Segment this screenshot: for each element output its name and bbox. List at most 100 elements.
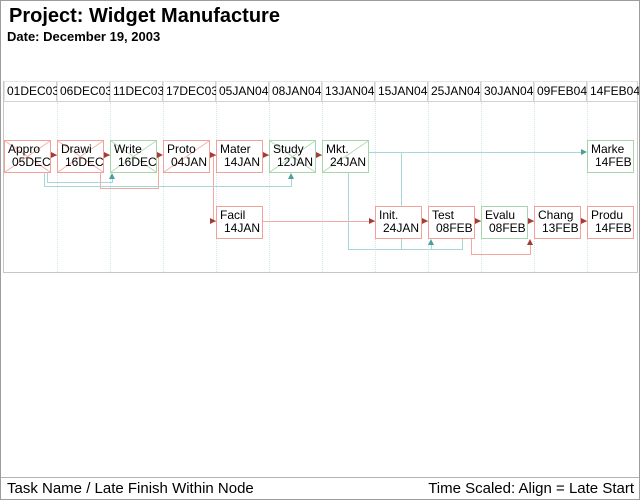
task-late-finish: 16DEC bbox=[65, 155, 104, 169]
arrowhead-icon bbox=[581, 149, 587, 155]
task-node-production: Produ 14FEB bbox=[587, 206, 634, 239]
connector-mkt-branch bbox=[348, 249, 463, 250]
column-separator bbox=[322, 102, 323, 272]
task-late-finish: 08FEB bbox=[436, 221, 473, 235]
connector-facil-init bbox=[263, 221, 375, 222]
footer-divider bbox=[1, 477, 639, 478]
task-late-finish: 24JAN bbox=[383, 221, 420, 235]
chart-frame bbox=[3, 81, 638, 273]
task-name: Produ bbox=[591, 208, 624, 222]
arrowhead-icon bbox=[428, 239, 434, 245]
task-name: Mkt. bbox=[326, 142, 349, 156]
task-node-materials: Mater 14JAN bbox=[216, 140, 263, 173]
column-separator bbox=[375, 102, 376, 272]
connector-drawi-proto bbox=[100, 188, 159, 189]
task-late-finish: 08FEB bbox=[489, 221, 526, 235]
arrowhead-icon bbox=[157, 152, 163, 158]
arrowhead-icon bbox=[581, 218, 587, 224]
task-node-write-specs: Write 16DEC bbox=[110, 140, 157, 173]
task-late-finish: 04JAN bbox=[171, 155, 208, 169]
arrowhead-icon bbox=[288, 173, 294, 179]
arrowhead-icon bbox=[527, 239, 533, 245]
node-diagonal-icon bbox=[58, 141, 103, 172]
column-separator bbox=[428, 102, 429, 272]
connector-test-chang bbox=[471, 254, 531, 255]
arrowhead-icon bbox=[210, 152, 216, 158]
timeline-header-cell: 09FEB04 bbox=[534, 81, 587, 102]
task-node-facility: Facil 14JAN bbox=[216, 206, 263, 239]
footer-timescale-label: Time Scaled: Align = Late Start bbox=[428, 480, 634, 497]
column-separator bbox=[57, 102, 58, 272]
task-name: Proto bbox=[167, 142, 196, 156]
connector-test-chang bbox=[471, 239, 472, 254]
column-separator bbox=[163, 102, 164, 272]
node-diagonal-icon bbox=[164, 141, 209, 172]
connector-appro-study bbox=[291, 177, 292, 187]
task-late-finish: 24JAN bbox=[330, 155, 367, 169]
connector-appro-write bbox=[47, 182, 113, 183]
connector-test-chang bbox=[530, 244, 531, 254]
connector-mkt-marke bbox=[369, 152, 581, 153]
connector-mkt-evalu bbox=[462, 239, 463, 250]
task-node-init-prod: Init. 24JAN bbox=[375, 206, 422, 239]
task-late-finish: 14JAN bbox=[224, 155, 261, 169]
arrowhead-icon bbox=[316, 152, 322, 158]
timeline-header-cell: 13JAN04 bbox=[322, 81, 375, 102]
column-separator bbox=[110, 102, 111, 272]
task-node-approve-plan: Appro 05DEC bbox=[4, 140, 51, 173]
column-separator bbox=[481, 102, 482, 272]
node-diagonal-icon bbox=[323, 141, 368, 172]
task-node-mkt-strategy: Mkt. 24JAN bbox=[322, 140, 369, 173]
column-separator bbox=[587, 102, 588, 272]
task-node-marketing: Marke 14FEB bbox=[587, 140, 634, 173]
page-title: Project: Widget Manufacture bbox=[9, 5, 280, 27]
arrowhead-icon bbox=[210, 218, 216, 224]
connector-mkt-branch bbox=[401, 152, 402, 249]
task-name: Study bbox=[273, 142, 304, 156]
task-name: Evalu bbox=[485, 208, 516, 222]
timeline-header-cell: 17DEC03 bbox=[163, 81, 218, 102]
node-diagonal-icon bbox=[111, 141, 156, 172]
arrowhead-icon bbox=[51, 152, 57, 158]
task-name: Chang bbox=[538, 208, 574, 222]
timeline-header-cell: 01DEC03 bbox=[4, 81, 59, 102]
task-name: Facil bbox=[220, 208, 246, 222]
task-node-changes: Chang 13FEB bbox=[534, 206, 581, 239]
node-diagonal-icon bbox=[5, 141, 50, 172]
footer-node-legend: Task Name / Late Finish Within Node bbox=[7, 480, 254, 497]
task-name: Drawi bbox=[61, 142, 92, 156]
timeline-header-cell: 08JAN04 bbox=[269, 81, 322, 102]
column-separator bbox=[216, 102, 217, 272]
task-late-finish: 14FEB bbox=[595, 221, 632, 235]
arrowhead-icon bbox=[528, 218, 534, 224]
arrowhead-icon bbox=[263, 152, 269, 158]
task-name: Test bbox=[432, 208, 455, 222]
column-separator bbox=[269, 102, 270, 272]
timeline-header-cell: 30JAN04 bbox=[481, 81, 534, 102]
task-name: Write bbox=[114, 142, 142, 156]
connector-appro-study bbox=[44, 186, 292, 187]
arrowhead-icon bbox=[369, 218, 375, 224]
connector-drawi-proto bbox=[100, 173, 101, 189]
arrowhead-icon bbox=[422, 218, 428, 224]
arrowhead-icon bbox=[475, 218, 481, 224]
date-label: Date: December 19, 2003 bbox=[7, 29, 161, 44]
task-node-study-market: Study 12JAN bbox=[269, 140, 316, 173]
task-name: Mater bbox=[220, 142, 251, 156]
task-late-finish: 05DEC bbox=[12, 155, 51, 169]
task-late-finish: 14FEB bbox=[595, 155, 632, 169]
connector-drawi-proto bbox=[158, 155, 159, 189]
task-name: Appro bbox=[8, 142, 41, 156]
connector-proto-facil bbox=[213, 156, 214, 222]
connector-mkt-test bbox=[431, 242, 432, 250]
timeline-header-cell: 05JAN04 bbox=[216, 81, 269, 102]
task-node-drawings: Drawi 16DEC bbox=[57, 140, 104, 173]
connector-mkt-branch bbox=[348, 173, 349, 249]
task-name: Marke bbox=[591, 142, 625, 156]
task-name: Init. bbox=[379, 208, 399, 222]
task-node-test-market: Test 08FEB bbox=[428, 206, 475, 239]
arrowhead-icon bbox=[109, 173, 115, 179]
column-separator bbox=[534, 102, 535, 272]
task-late-finish: 13FEB bbox=[542, 221, 579, 235]
